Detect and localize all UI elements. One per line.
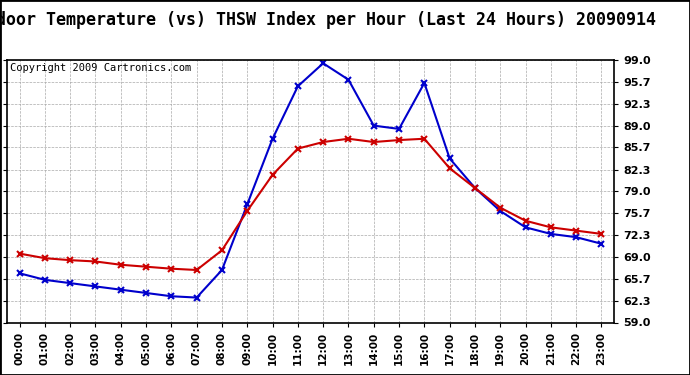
Text: Copyright 2009 Cartronics.com: Copyright 2009 Cartronics.com: [10, 63, 191, 73]
Text: Outdoor Temperature (vs) THSW Index per Hour (Last 24 Hours) 20090914: Outdoor Temperature (vs) THSW Index per …: [0, 11, 656, 29]
